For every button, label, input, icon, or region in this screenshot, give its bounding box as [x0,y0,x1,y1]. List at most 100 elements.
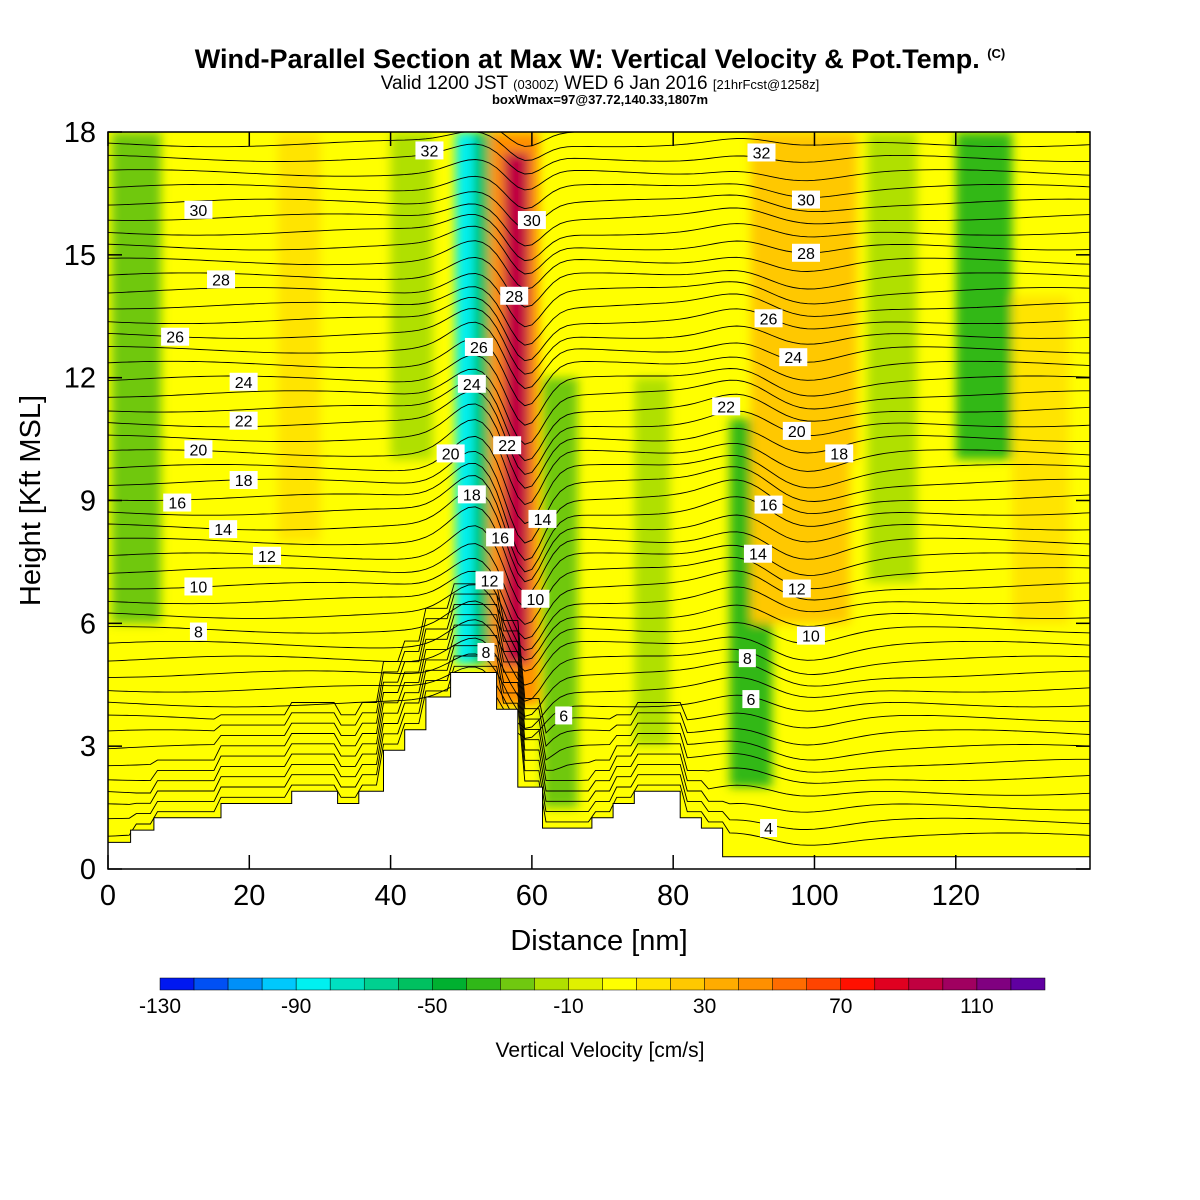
theta-contour [108,273,1090,328]
svg-text:22: 22 [498,438,516,455]
chart-subtitle: Valid 1200 JST (0300Z) WED 6 Jan 2016 [2… [0,73,1200,95]
svg-text:10: 10 [527,592,545,609]
theta-contour [108,225,1090,275]
contour-label: 28 [500,286,529,306]
colorbar-swatch [193,977,229,991]
colorbar-swatch [534,977,569,991]
svg-text:14: 14 [214,522,232,539]
colorbar-label: Vertical Velocity [cm/s] [496,1039,705,1062]
svg-text:24: 24 [784,350,802,367]
velocity-band [1012,295,1069,624]
theta-contour [108,665,1090,846]
contour-label: 18 [825,444,854,463]
contour-label: 30 [517,211,546,230]
theta-contour [108,354,1090,426]
colorbar-swatch [602,977,637,991]
colorbar-swatch [500,977,535,991]
contour-label: 8 [738,649,756,668]
theta-contour [108,286,1090,346]
contour-label: 12 [782,579,811,599]
contour-label: 28 [207,270,236,289]
contour-label: 24 [229,372,258,392]
theta-contour [108,390,1090,475]
theta-contour [108,419,1090,506]
svg-text:18: 18 [830,446,848,463]
svg-text:18: 18 [235,473,253,490]
contour-label: 10 [521,589,550,609]
svg-text:26: 26 [166,330,184,347]
colorbar-tick-label: -90 [281,995,311,1018]
contour-label: 10 [184,577,213,596]
svg-text:16: 16 [491,530,509,547]
theta-contour [108,475,1090,573]
valid-prefix: Valid 1200 JST [380,73,508,94]
contour-label: 26 [161,327,190,347]
colorbar-swatch [466,977,501,991]
contour-label: 22 [229,411,258,431]
contour-label: 24 [457,374,486,394]
colorbar-tick-label: 110 [960,995,993,1018]
colorbar-swatch [908,977,944,991]
svg-text:28: 28 [505,289,523,306]
theta-contour [108,619,1090,686]
svg-text:16: 16 [760,498,778,515]
colorbar-tick-label: -10 [553,995,583,1018]
svg-text:20: 20 [190,442,208,459]
contour-label: 6 [555,706,573,725]
theta-contour [108,308,1090,375]
contour-label: 16 [754,495,783,515]
velocity-band [277,132,320,542]
x-tick-label: 100 [790,880,838,912]
theta-contour [108,614,1090,773]
y-tick-label: 12 [64,363,96,395]
velocity-band [390,132,433,460]
contour-label: 18 [229,471,258,490]
theta-contour [108,435,1090,525]
svg-text:20: 20 [788,424,806,441]
contour-label: 18 [457,485,486,504]
contour-label: 30 [791,190,820,210]
contour-label: 12 [252,546,281,566]
svg-text:12: 12 [788,582,806,599]
theta-contour [108,603,1090,761]
theta-contour [108,175,1090,210]
forecast-info: [21hrFcst@1258z] [712,77,820,92]
svg-text:20: 20 [442,446,460,463]
colorbar-swatch [1010,977,1046,991]
x-tick-label: 120 [932,880,980,912]
colorbar-swatch [874,977,910,991]
theta-contour [108,506,1090,595]
theta-contour [108,338,1090,407]
contour-label: 32 [747,143,776,162]
terrain [108,672,1090,869]
y-tick-label: 9 [80,486,96,518]
x-tick-label: 0 [100,880,116,912]
theta-contour [108,203,1090,247]
contour-label: 30 [184,200,213,220]
svg-text:30: 30 [523,213,541,230]
svg-text:6: 6 [559,708,568,725]
svg-text:22: 22 [235,414,253,431]
colorbar-swatch [295,977,331,991]
contour-label: 28 [791,243,820,263]
colorbar-tick-label: 30 [693,995,716,1018]
y-tick-label: 0 [80,854,96,886]
theta-contour [108,570,1090,651]
svg-text:32: 32 [753,145,771,162]
theta-contour [108,132,1090,161]
colorbar-swatch [261,977,297,991]
theta-contour [108,450,1090,544]
theta-contour [108,637,1090,702]
svg-text:6: 6 [746,692,755,709]
svg-text:26: 26 [760,311,778,328]
contour-label: 10 [796,626,825,646]
theta-contour [108,584,1090,661]
contour-label: 14 [528,509,557,529]
theta-contour [108,256,1090,308]
theta-contour [108,380,1090,462]
svg-text:8: 8 [194,625,203,642]
colorbar-swatch [398,977,433,991]
colorbar-swatch [227,977,263,991]
svg-text:10: 10 [190,579,208,596]
